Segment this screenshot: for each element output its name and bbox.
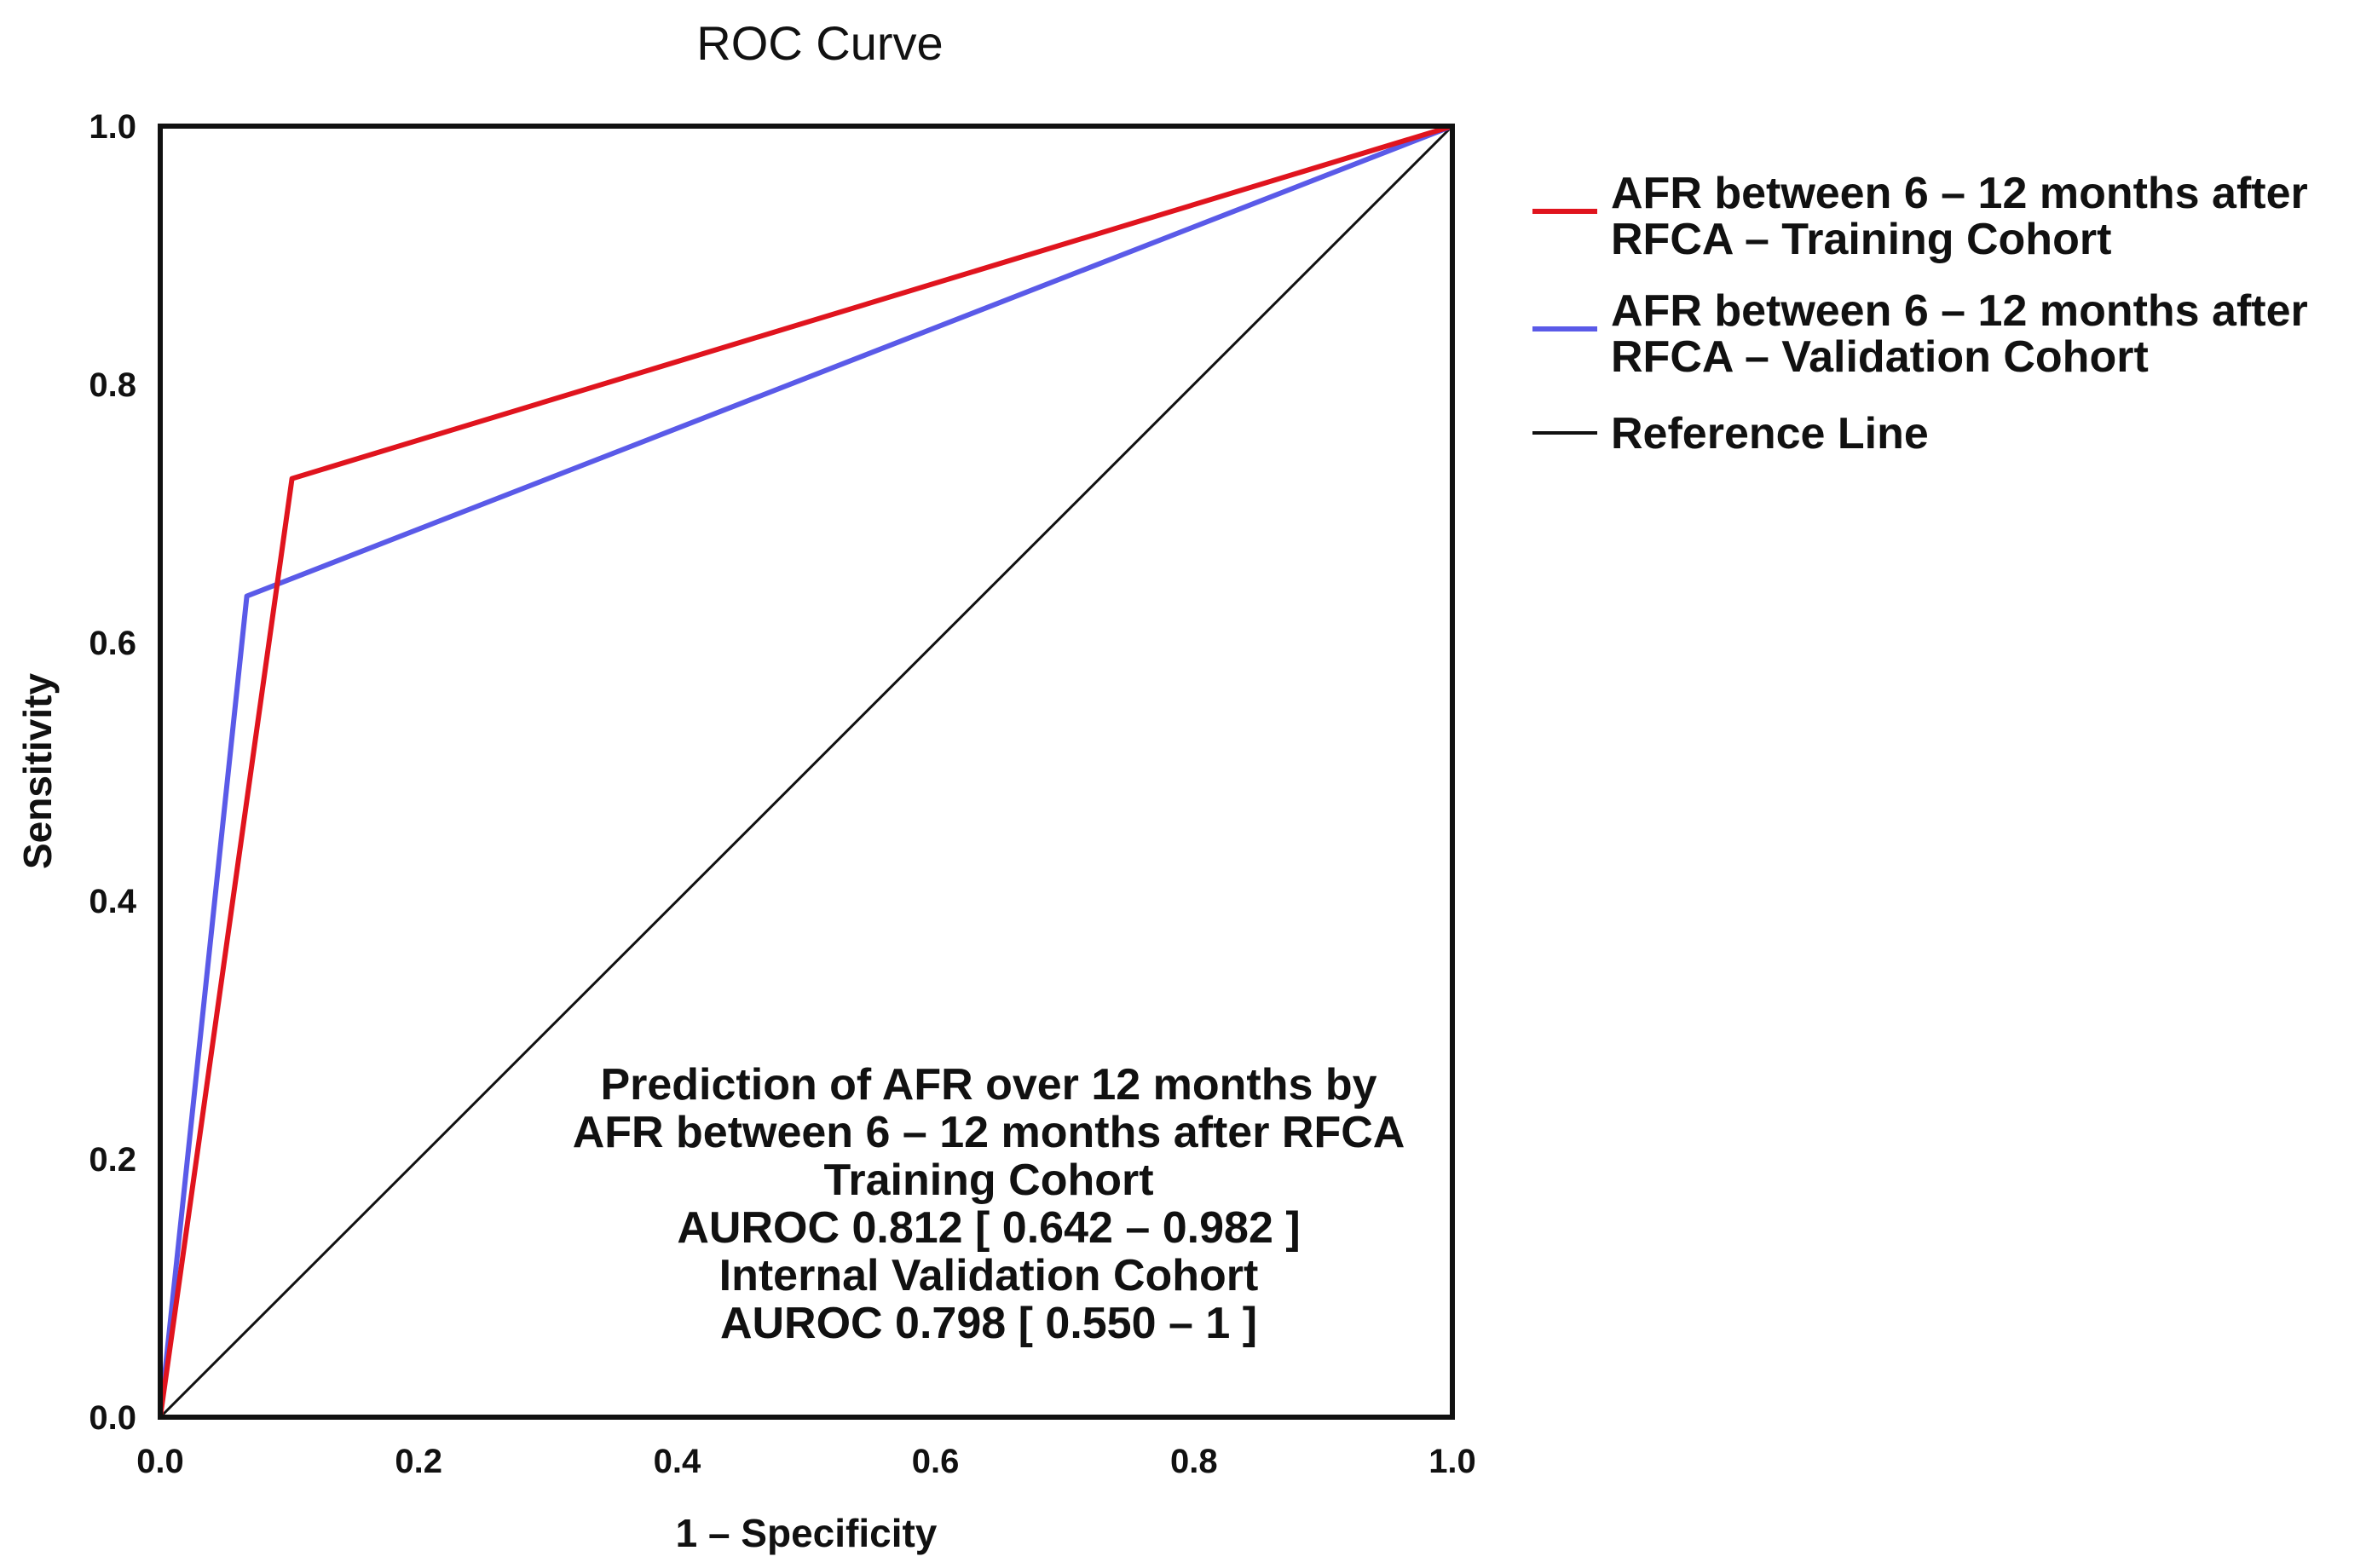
y-axis-label: Sensitivity — [15, 673, 60, 870]
y-tick-label: 0.8 — [89, 366, 136, 404]
chart-title: ROC Curve — [696, 16, 943, 70]
legend-label: AFR between 6 – 12 months after — [1611, 286, 2308, 336]
y-tick-label: 0.0 — [89, 1399, 136, 1437]
legend-label: RFCA – Training Cohort — [1611, 215, 2111, 264]
annotation-line: AFR between 6 – 12 months after RFCA — [573, 1108, 1405, 1157]
y-tick-label: 1.0 — [89, 108, 136, 146]
y-tick-label: 0.2 — [89, 1141, 136, 1179]
annotation-line: AUROC 0.812 [ 0.642 – 0.982 ] — [677, 1203, 1300, 1253]
x-tick-label: 1.0 — [1428, 1443, 1476, 1480]
annotation-line: Prediction of AFR over 12 months by — [600, 1060, 1376, 1110]
x-tick-label: 0.4 — [654, 1443, 701, 1480]
series-line-afr-between-6-12-months-after-rfca-training-cohort — [158, 124, 1453, 1418]
x-axis-label: 1 – Specificity — [676, 1511, 938, 1555]
legend-label: RFCA – Validation Cohort — [1611, 332, 2149, 382]
plot-frame — [158, 124, 1455, 1420]
x-tick-label: 0.6 — [912, 1443, 960, 1480]
y-tick-label: 0.4 — [89, 883, 136, 920]
annotation-line: Internal Validation Cohort — [719, 1251, 1259, 1300]
annotation-line: Training Cohort — [823, 1156, 1153, 1205]
series-line-afr-between-6-12-months-after-rfca-validation-cohort — [158, 124, 1454, 1418]
x-axis-ticks: 0.0 0.2 0.4 0.6 0.8 1.0 — [136, 1443, 1476, 1480]
legend-label: AFR between 6 – 12 months after — [1611, 169, 2308, 218]
x-tick-label: 0.8 — [1170, 1443, 1218, 1480]
y-tick-label: 0.6 — [89, 625, 136, 662]
y-axis-ticks: 0.0 0.2 0.4 0.6 0.8 1.0 — [89, 108, 136, 1437]
plot-lines — [158, 124, 1454, 1419]
x-tick-label: 0.2 — [395, 1443, 442, 1480]
legend-label: Reference Line — [1611, 409, 1929, 458]
annotation-line: AUROC 0.798 [ 0.550 – 1 ] — [720, 1299, 1257, 1348]
series-line-reference-line — [159, 124, 1454, 1419]
x-tick-label: 0.0 — [136, 1443, 184, 1480]
